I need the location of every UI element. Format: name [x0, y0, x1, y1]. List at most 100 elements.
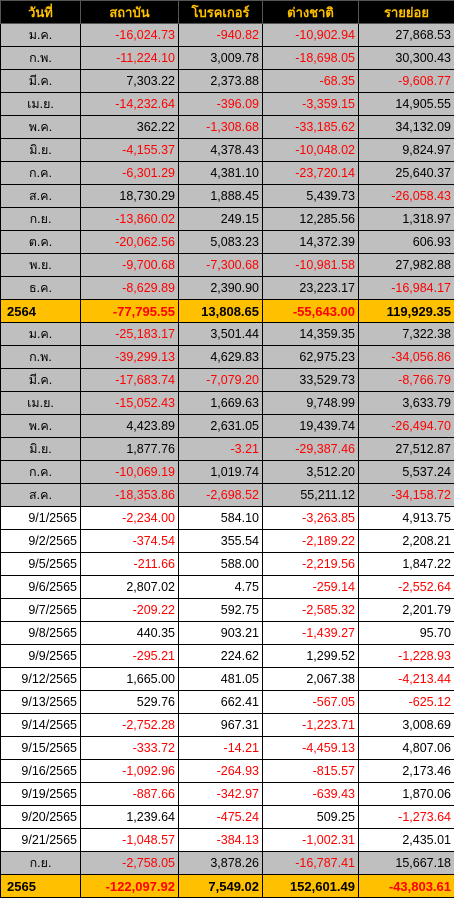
cell-broker: -940.82 [179, 24, 263, 47]
cell-foreign: 2,067.38 [263, 668, 359, 691]
cell-foreign: -1,439.27 [263, 622, 359, 645]
header-row: วันที่ สถาบัน โบรคเกอร์ ต่างชาติ รายย่อย [1, 1, 454, 24]
cell-retail: 2,208.21 [359, 530, 454, 553]
row-label: ก.ย. [1, 208, 81, 231]
cell-broker: -7,079.20 [179, 369, 263, 392]
row-label: 9/6/2565 [1, 576, 81, 599]
cell-institution: -374.54 [81, 530, 179, 553]
cell-broker: 3,501.44 [179, 323, 263, 346]
cell-broker: 592.75 [179, 599, 263, 622]
cell-foreign: -18,698.05 [263, 47, 359, 70]
cell-broker: 2,373.88 [179, 70, 263, 93]
cell-retail: -43,803.61 [359, 875, 454, 898]
row-label: มี.ค. [1, 70, 81, 93]
cell-broker: 3,878.26 [179, 852, 263, 875]
row-label: 9/15/2565 [1, 737, 81, 760]
cell-foreign: 19,439.74 [263, 415, 359, 438]
row-label: ก.ค. [1, 461, 81, 484]
cell-institution: 1,665.00 [81, 668, 179, 691]
cell-institution: -6,301.29 [81, 162, 179, 185]
cell-foreign: -567.05 [263, 691, 359, 714]
cell-institution: -77,795.55 [81, 300, 179, 323]
row-label: 9/8/2565 [1, 622, 81, 645]
cell-retail: -625.12 [359, 691, 454, 714]
cell-retail: -4,213.44 [359, 668, 454, 691]
header-broker: โบรคเกอร์ [179, 1, 263, 24]
cell-institution: -211.66 [81, 553, 179, 576]
cell-retail: -34,158.72 [359, 484, 454, 507]
cell-broker: 2,631.05 [179, 415, 263, 438]
cell-broker: 4,381.10 [179, 162, 263, 185]
row-label: พ.ค. [1, 415, 81, 438]
cell-broker: -7,300.68 [179, 254, 263, 277]
row-label: 9/5/2565 [1, 553, 81, 576]
row-label: มิ.ย. [1, 139, 81, 162]
cell-foreign: 14,359.35 [263, 323, 359, 346]
cell-institution: 440.35 [81, 622, 179, 645]
cell-broker: 584.10 [179, 507, 263, 530]
row-label: 9/19/2565 [1, 783, 81, 806]
cell-retail: -16,984.17 [359, 277, 454, 300]
cell-retail: 7,322.38 [359, 323, 454, 346]
cell-institution: -1,092.96 [81, 760, 179, 783]
cell-foreign: -29,387.46 [263, 438, 359, 461]
cell-broker: -1,308.68 [179, 116, 263, 139]
cell-foreign: 33,529.73 [263, 369, 359, 392]
cell-institution: -1,048.57 [81, 829, 179, 852]
cell-retail: -26,058.43 [359, 185, 454, 208]
cell-institution: -209.22 [81, 599, 179, 622]
cell-broker: -396.09 [179, 93, 263, 116]
row-label: 9/1/2565 [1, 507, 81, 530]
cell-foreign: -815.57 [263, 760, 359, 783]
row-label: พ.ค. [1, 116, 81, 139]
cell-broker: 4.75 [179, 576, 263, 599]
cell-retail: 14,905.55 [359, 93, 454, 116]
cell-institution: -39,299.13 [81, 346, 179, 369]
row-label: พ.ย. [1, 254, 81, 277]
cell-retail: 27,512.87 [359, 438, 454, 461]
cell-retail: 606.93 [359, 231, 454, 254]
row-label: ก.ค. [1, 162, 81, 185]
cell-institution: -11,224.10 [81, 47, 179, 70]
cell-institution: -16,024.73 [81, 24, 179, 47]
cell-institution: -887.66 [81, 783, 179, 806]
cell-institution: 1,877.76 [81, 438, 179, 461]
cell-broker: 1,019.74 [179, 461, 263, 484]
cell-retail: 30,300.43 [359, 47, 454, 70]
row-label: เม.ย. [1, 392, 81, 415]
row-label: 9/21/2565 [1, 829, 81, 852]
cell-foreign: -68.35 [263, 70, 359, 93]
cell-broker: 662.41 [179, 691, 263, 714]
cell-foreign: -1,002.31 [263, 829, 359, 852]
cell-foreign: -3,359.15 [263, 93, 359, 116]
cell-institution: 529.76 [81, 691, 179, 714]
row-label: มิ.ย. [1, 438, 81, 461]
cell-retail: 15,667.18 [359, 852, 454, 875]
cell-broker: 481.05 [179, 668, 263, 691]
cell-broker: 3,009.78 [179, 47, 263, 70]
cell-foreign: -55,643.00 [263, 300, 359, 323]
row-label: ก.พ. [1, 47, 81, 70]
cell-institution: 18,730.29 [81, 185, 179, 208]
cell-broker: 249.15 [179, 208, 263, 231]
cell-broker: 355.54 [179, 530, 263, 553]
cell-broker: 2,390.90 [179, 277, 263, 300]
cell-institution: -13,860.02 [81, 208, 179, 231]
cell-retail: 2,435.01 [359, 829, 454, 852]
cell-foreign: -33,185.62 [263, 116, 359, 139]
cell-retail: 34,132.09 [359, 116, 454, 139]
cell-retail: -1,228.93 [359, 645, 454, 668]
